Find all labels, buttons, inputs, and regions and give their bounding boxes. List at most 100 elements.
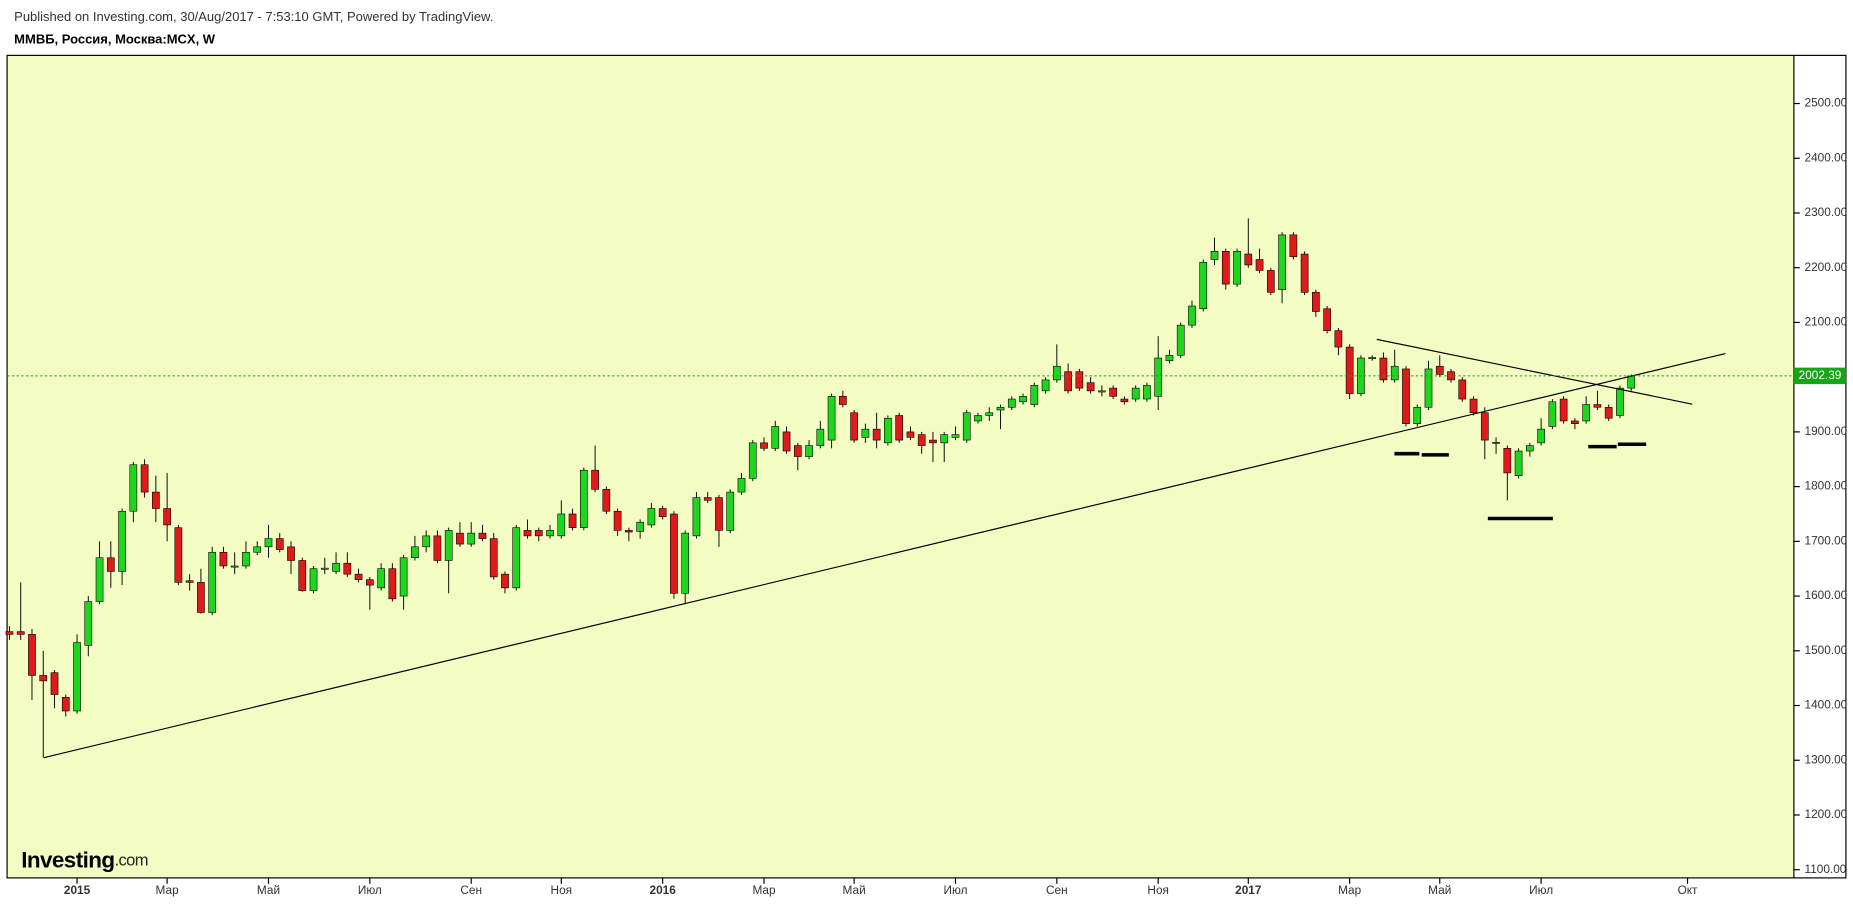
candle-body	[1233, 251, 1241, 285]
candle-body	[523, 530, 532, 537]
last-price-label: 2002.39	[1799, 368, 1842, 382]
candle-body	[298, 560, 307, 591]
candle-body	[985, 412, 994, 416]
candle-body	[1154, 357, 1163, 397]
candle-body	[39, 675, 48, 682]
candle-body	[1627, 375, 1636, 389]
candle-body	[320, 567, 329, 570]
y-tick-label: 1500.00	[1805, 643, 1848, 657]
candle-body	[1064, 371, 1072, 392]
candle-body	[658, 508, 667, 518]
candle-body	[1176, 324, 1185, 356]
candle-body	[1199, 261, 1208, 310]
candle-body	[1571, 420, 1579, 424]
y-tick-label: 2300.00	[1805, 205, 1848, 219]
candle-body	[185, 580, 194, 583]
y-tick-label: 1300.00	[1805, 752, 1848, 766]
candle-body	[1390, 365, 1399, 381]
candle-body	[1019, 396, 1027, 403]
candle-body	[197, 582, 205, 613]
trend-line	[1376, 338, 1693, 405]
y-tick-label: 2500.00	[1805, 96, 1848, 110]
last-price-box	[1793, 367, 1846, 385]
candle-body	[264, 538, 273, 548]
y-tick-label: 1600.00	[1805, 588, 1848, 602]
candle-body	[1188, 305, 1196, 326]
candle-body	[242, 551, 250, 567]
x-tick-label: Май	[1428, 883, 1451, 897]
candle-body	[625, 530, 633, 533]
candle-body	[1143, 385, 1151, 400]
candle-body	[152, 491, 160, 509]
candle-body	[1030, 385, 1039, 405]
candle-body	[140, 464, 149, 493]
candle-body	[962, 412, 971, 441]
candle-body	[670, 513, 678, 594]
candle-body	[940, 434, 949, 444]
candle-body	[816, 428, 825, 446]
candle-body	[1165, 354, 1174, 362]
candle-body	[1458, 379, 1467, 400]
candle-body	[636, 521, 644, 532]
drawings	[43, 338, 1726, 759]
x-tick-label: Май	[843, 883, 866, 897]
candle-body	[1435, 365, 1444, 375]
candle-body	[332, 562, 340, 572]
candle-body	[805, 445, 813, 457]
candle-body	[433, 535, 442, 561]
y-tick-label: 1200.00	[1805, 807, 1848, 821]
x-tick-label: Июл	[1529, 883, 1553, 897]
candle-body	[1616, 387, 1624, 416]
candle-body	[399, 557, 408, 597]
candle-body	[929, 439, 937, 444]
candle-body	[28, 634, 36, 676]
x-tick-label: Ноя	[551, 883, 572, 897]
candle-body	[50, 672, 59, 695]
x-tick-label: Июл	[943, 883, 967, 897]
candle-body	[1007, 398, 1016, 408]
x-tick-label: Июл	[358, 883, 382, 897]
x-tick-label: 2017	[1235, 883, 1262, 897]
candle-body	[1052, 365, 1061, 381]
x-tick-label: Май	[257, 883, 280, 897]
candle-body	[1582, 404, 1590, 422]
candle-body	[129, 464, 138, 512]
candle-body	[1537, 428, 1545, 444]
candle-body	[1413, 406, 1422, 424]
x-tick-label: Сен	[1046, 883, 1068, 897]
candle-body	[782, 431, 791, 452]
candle-body	[1424, 368, 1433, 408]
candle-body	[366, 579, 374, 586]
x-tick-label: Мар	[752, 883, 776, 897]
candle-body	[692, 497, 701, 537]
candle-body	[174, 527, 183, 583]
candle-body	[253, 546, 262, 553]
candle-body	[996, 406, 1005, 411]
candle-body	[1289, 234, 1298, 258]
candle-body	[163, 508, 171, 526]
candle-body	[61, 697, 70, 712]
candle-body	[827, 396, 836, 441]
candle-body	[1323, 308, 1331, 331]
candle-body	[1379, 357, 1388, 381]
candle-body	[895, 415, 904, 441]
candle-body	[1120, 398, 1129, 403]
logo-suffix: .com	[114, 851, 147, 870]
candle-body	[613, 510, 622, 531]
candle-body	[95, 557, 104, 602]
y-tick-label: 1400.00	[1805, 698, 1848, 712]
candle-body	[1109, 387, 1117, 397]
candle-body	[1469, 398, 1478, 414]
candle-body	[467, 532, 476, 545]
trend-line	[43, 352, 1726, 759]
candle-body	[602, 489, 611, 512]
candle-body	[1604, 406, 1613, 419]
logo: Investing.com	[21, 847, 148, 872]
candle-body	[309, 568, 318, 591]
candle-body	[1548, 401, 1557, 427]
candle-body	[1492, 441, 1500, 444]
candle-body	[489, 538, 498, 578]
candle-body	[647, 508, 656, 526]
candle-body	[1266, 270, 1275, 293]
